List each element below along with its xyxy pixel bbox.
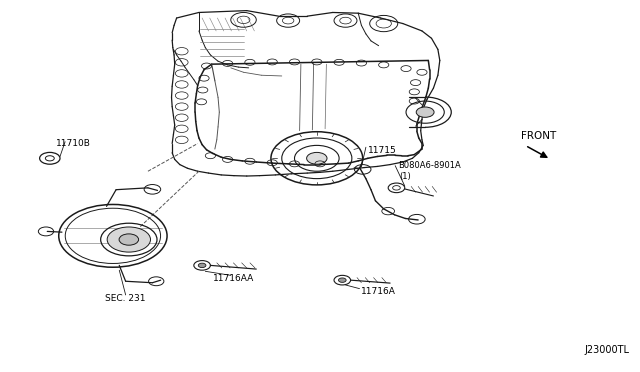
Text: FRONT: FRONT — [521, 131, 556, 141]
Text: J23000TL: J23000TL — [584, 345, 629, 355]
Text: B080A6-8901A: B080A6-8901A — [397, 161, 461, 170]
Text: 11716A: 11716A — [362, 287, 396, 296]
Text: 11710B: 11710B — [56, 139, 90, 148]
Circle shape — [307, 153, 327, 164]
Circle shape — [119, 234, 139, 245]
Circle shape — [339, 278, 346, 282]
Circle shape — [107, 227, 150, 252]
Text: 11716AA: 11716AA — [213, 274, 255, 283]
Text: 11715: 11715 — [368, 147, 397, 155]
Circle shape — [416, 107, 434, 117]
Text: (1): (1) — [399, 172, 412, 181]
Circle shape — [198, 263, 206, 267]
Text: SEC. 231: SEC. 231 — [106, 294, 146, 303]
